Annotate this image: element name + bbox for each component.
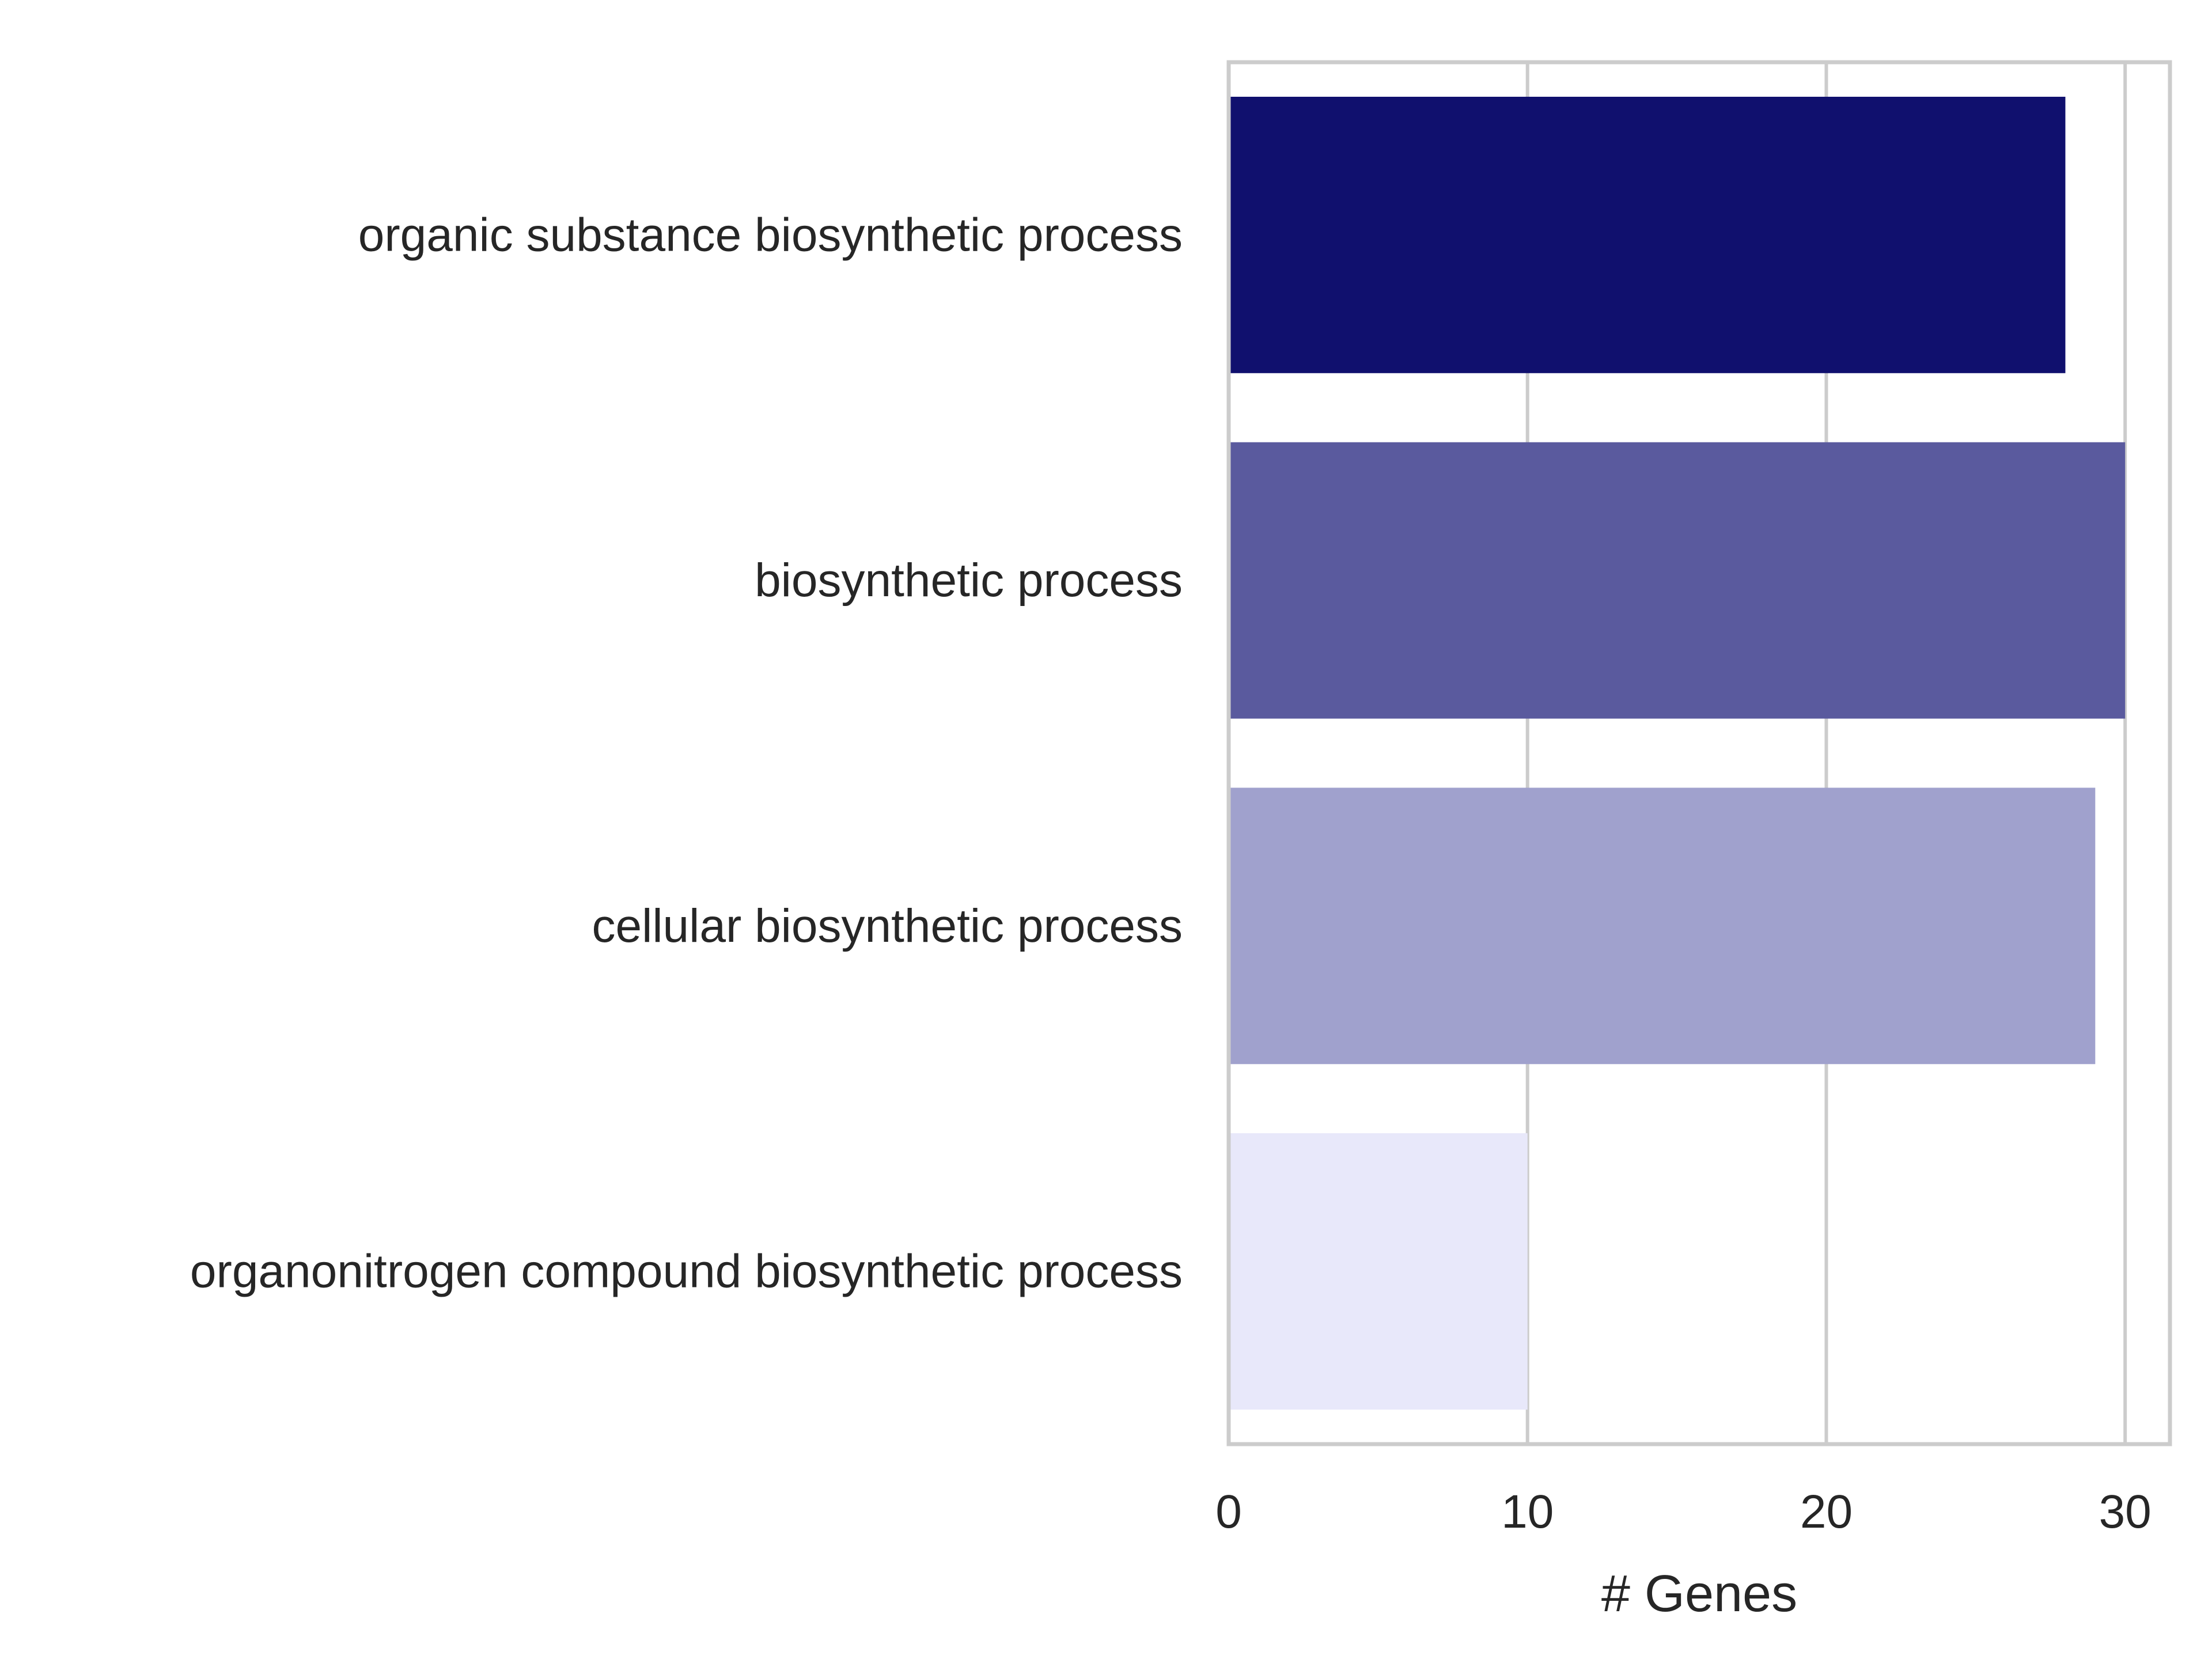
bar: [1229, 1133, 1528, 1410]
category-label: organonitrogen compound biosynthetic pro…: [190, 1245, 1183, 1298]
bars: [1229, 96, 2126, 1410]
x-axis-title: # Genes: [1601, 1565, 1797, 1623]
bar: [1229, 96, 2066, 373]
category-labels: organic substance biosynthetic process bi…: [190, 209, 1183, 1297]
category-label: organic substance biosynthetic process: [358, 209, 1183, 261]
bar: [1229, 787, 2096, 1065]
plot-frame: [1226, 60, 2172, 1446]
category-label: biosynthetic process: [755, 554, 1183, 607]
bar: [1229, 442, 2126, 719]
x-tick-label: 20: [1800, 1486, 1853, 1538]
x-tick-label: 0: [1215, 1486, 1242, 1538]
x-tick-label: 10: [1501, 1486, 1554, 1538]
x-tick-label: 30: [2099, 1486, 2152, 1538]
category-label: cellular biosynthetic process: [592, 900, 1183, 952]
x-tick-labels: 0 10 20 30: [1215, 1486, 2152, 1538]
